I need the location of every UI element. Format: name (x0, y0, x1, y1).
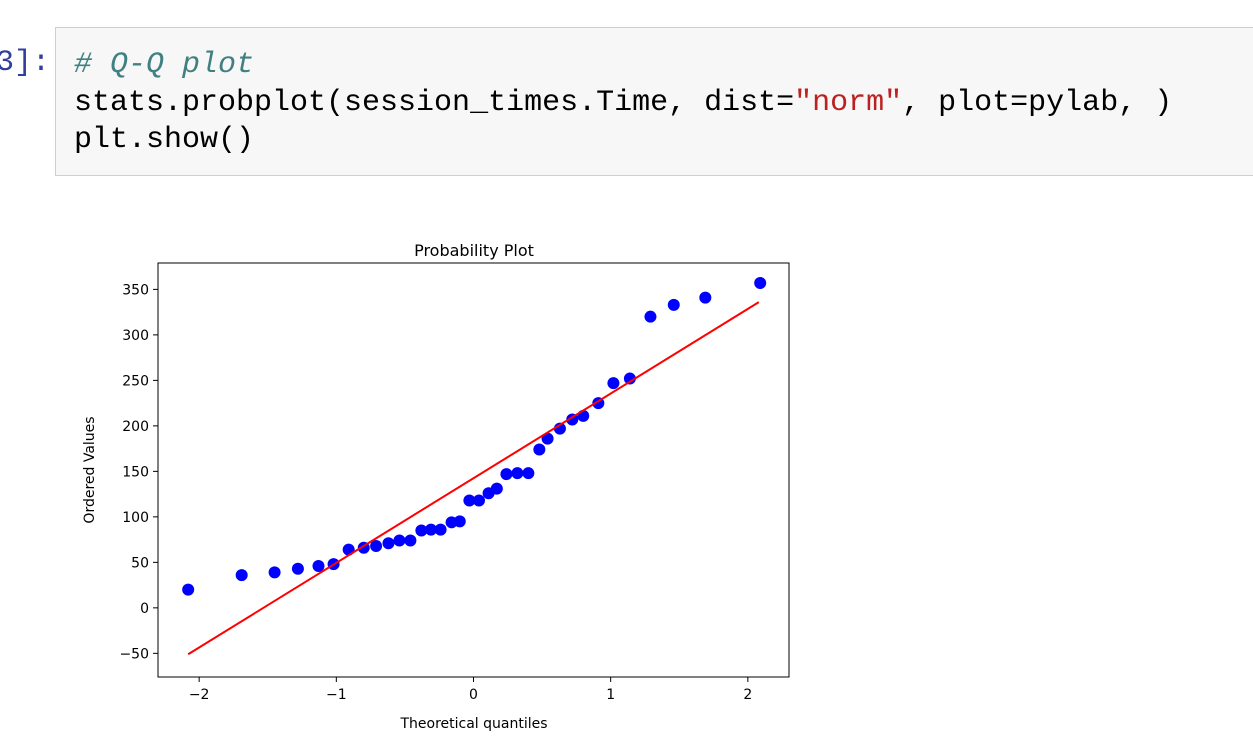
data-point (533, 443, 546, 456)
data-point (342, 543, 355, 556)
code-comment: # Q-Q plot (74, 48, 254, 82)
data-point (500, 468, 513, 481)
chart: Probability Plot Theoretical quantiles O… (82, 241, 790, 732)
data-point (393, 534, 406, 547)
data-point (424, 523, 437, 536)
x-tick-label: −1 (326, 687, 347, 703)
fit-line (187, 301, 760, 656)
data-point (607, 377, 620, 390)
y-tick-label: −50 (119, 646, 149, 662)
data-point (370, 539, 383, 552)
data-point (404, 534, 417, 547)
y-tick-label: 250 (122, 373, 149, 389)
x-axis-label: Theoretical quantiles (399, 716, 547, 732)
data-point (463, 494, 476, 507)
data-point (623, 372, 636, 385)
code-token: plt.show() (74, 123, 254, 157)
data-point (472, 494, 485, 507)
data-point (511, 467, 524, 480)
y-axis-label: Ordered Values (82, 416, 98, 523)
cell-prompt: 3]: (0, 46, 50, 80)
data-point (415, 524, 428, 537)
y-tick-label: 150 (122, 464, 149, 480)
data-point (453, 515, 466, 528)
x-tick-label: 2 (743, 687, 752, 703)
y-tick-label: 100 (122, 510, 149, 526)
y-tick-label: 300 (122, 328, 149, 344)
data-point (268, 566, 281, 579)
data-point (754, 277, 767, 290)
data-point (291, 562, 304, 575)
code-cell[interactable] (55, 27, 1253, 176)
data-point (382, 537, 395, 550)
code-line: plt.show() (74, 123, 254, 157)
data-point (490, 482, 503, 495)
code-token: , plot=pylab, ) (902, 86, 1172, 120)
code-token: stats.probplot(session_times.Time, dist= (74, 86, 794, 120)
y-tick-label: 0 (140, 601, 149, 617)
chart-title: Probability Plot (414, 241, 534, 260)
y-tick-label: 200 (122, 419, 149, 435)
data-point (541, 432, 554, 445)
data-point (667, 298, 680, 311)
data-point (235, 569, 248, 582)
y-tick-label: 350 (122, 282, 149, 298)
y-tick-label: 50 (131, 555, 149, 571)
code-string: "norm" (794, 86, 902, 120)
code-line: stats.probplot(session_times.Time, dist=… (74, 86, 1172, 120)
data-point (644, 310, 657, 323)
data-point (699, 291, 712, 304)
data-point (182, 583, 195, 596)
x-tick-label: −2 (189, 687, 210, 703)
x-tick-label: 1 (606, 687, 615, 703)
data-point (522, 467, 535, 480)
data-point (577, 409, 590, 422)
data-point (434, 523, 447, 536)
data-point (312, 559, 325, 572)
x-tick-label: 0 (469, 687, 478, 703)
